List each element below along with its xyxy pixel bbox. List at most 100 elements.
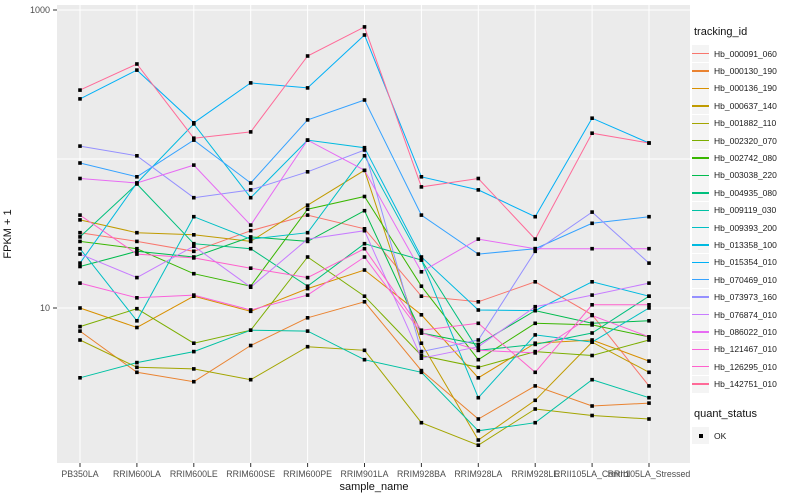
data-point (647, 246, 651, 251)
data-point (78, 176, 82, 181)
data-point (305, 293, 310, 297)
data-point (647, 335, 651, 339)
data-point (419, 258, 424, 262)
data-point (419, 356, 424, 360)
data-point (476, 321, 481, 326)
data-point (192, 214, 196, 219)
data-point (362, 148, 367, 152)
legend-item-label: Hb_000091_060 (714, 48, 777, 59)
legend-item-label: Hb_121467_010 (714, 344, 777, 355)
legend-key-line-icon (692, 132, 709, 150)
legend-key-line-icon (692, 340, 709, 358)
data-point (78, 235, 82, 239)
data-point (533, 214, 537, 219)
y-axis-title: FPKM + 1 (2, 209, 14, 259)
legend-item-Hb_013358_100: Hb_013358_100 (692, 236, 798, 254)
legend-key-line-icon (692, 375, 709, 393)
legend-title-tracking-id: tracking_id (694, 26, 748, 38)
legend-title-quant-status: quant_status (694, 407, 757, 420)
data-point (419, 420, 424, 425)
data-point (135, 296, 139, 300)
legend-item-label: Hb_003038_220 (714, 170, 777, 181)
data-point (248, 308, 253, 312)
data-point (533, 407, 537, 411)
legend-key-line-icon (692, 62, 709, 80)
legend-item-label: Hb_073973_160 (714, 292, 777, 303)
legend-item-label: Hb_009119_030 (714, 205, 777, 216)
data-point (590, 413, 594, 418)
data-point (590, 293, 594, 297)
data-point (192, 163, 196, 167)
data-point (419, 213, 424, 217)
legend-item-label: Hb_002320_070 (714, 135, 777, 146)
data-point (78, 239, 82, 244)
data-point (78, 213, 82, 217)
legend-item-Hb_003038_220: Hb_003038_220 (692, 166, 798, 184)
data-point (419, 284, 424, 288)
data-point (192, 379, 196, 384)
legend-item-Hb_000136_190: Hb_000136_190 (692, 79, 798, 97)
x-tick-label: RRIM901LA (341, 469, 389, 479)
legend-item-Hb_004935_080: Hb_004935_080 (692, 184, 798, 202)
data-point (476, 342, 481, 347)
data-point (647, 261, 651, 265)
x-tick-label: RRIM600PE (283, 469, 332, 479)
data-point (476, 188, 481, 192)
legend-key-line-icon (692, 201, 709, 219)
legend-item-label: Hb_086022_010 (714, 326, 777, 337)
data-point (305, 230, 310, 235)
legend-key-line-icon (692, 45, 709, 63)
data-point (248, 130, 253, 134)
data-point (305, 255, 310, 259)
legend-item-Hb_002742_080: Hb_002742_080 (692, 149, 798, 167)
data-point (419, 294, 424, 298)
data-point (192, 241, 196, 246)
data-point (590, 221, 594, 226)
x-tick-label: RRIM600LA (113, 469, 161, 479)
x-tick-label: RRIM928LE (511, 469, 559, 479)
legend-item-label: Hb_000637_140 (714, 100, 777, 111)
x-tick-label: RRII105LA_Stressed (608, 469, 691, 479)
data-point (248, 235, 253, 239)
data-point (135, 325, 139, 330)
data-point (476, 429, 481, 433)
legend-item-label: Hb_076874_010 (714, 309, 777, 320)
data-point (78, 161, 82, 165)
legend-item-label: Hb_002742_080 (714, 153, 777, 164)
y-tick-label: 10 (40, 303, 50, 313)
data-point (590, 303, 594, 307)
data-point (248, 246, 253, 251)
data-point (533, 237, 537, 241)
legend-item-Hb_086022_010: Hb_086022_010 (692, 323, 798, 341)
data-point (362, 246, 367, 251)
data-point (362, 357, 367, 362)
data-point (305, 118, 310, 122)
legend-items-tracking-id: Hb_000091_060 Hb_000130_190 Hb_000136_190 H… (692, 45, 798, 393)
data-point (135, 62, 139, 66)
data-point (476, 344, 481, 349)
data-point (135, 370, 139, 375)
data-point (305, 286, 310, 291)
data-point (476, 438, 481, 442)
data-point (192, 244, 196, 248)
data-point (647, 370, 651, 375)
legend-item-Hb_070469_010: Hb_070469_010 (692, 271, 798, 289)
data-point (476, 443, 481, 447)
data-point (362, 25, 367, 29)
data-point (362, 255, 367, 259)
data-point (533, 249, 537, 254)
legend-key-line-icon (692, 184, 709, 202)
data-point (362, 208, 367, 213)
data-point (476, 417, 481, 421)
data-point (362, 154, 367, 158)
data-point (476, 365, 481, 370)
data-point (78, 324, 82, 329)
data-point (135, 360, 139, 365)
data-point (192, 233, 196, 237)
legend-item-quant-OK: OK (692, 427, 798, 444)
data-point (135, 246, 139, 251)
data-point (590, 321, 594, 326)
data-point (590, 131, 594, 135)
legend-item-Hb_009119_030: Hb_009119_030 (692, 201, 798, 219)
